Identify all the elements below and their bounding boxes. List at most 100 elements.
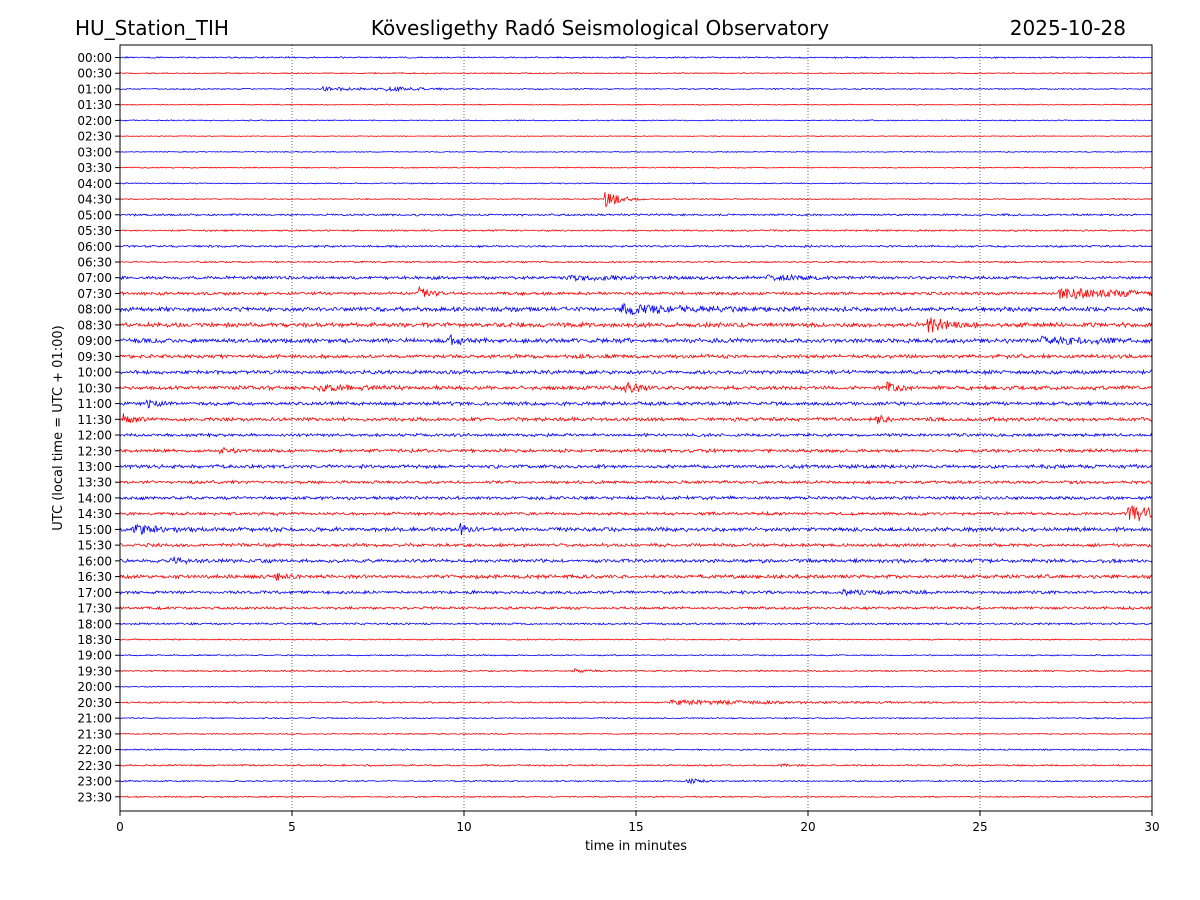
trace-1100 bbox=[119, 399, 1153, 409]
trace-1630 bbox=[119, 572, 1153, 582]
x-tick-label: 0 bbox=[116, 820, 124, 834]
y-tick-label: 16:00 bbox=[77, 554, 112, 568]
y-tick-label: 03:30 bbox=[77, 161, 112, 175]
y-tick-label: 18:00 bbox=[77, 617, 112, 631]
observatory-title: Kövesligethy Radó Seismological Observat… bbox=[370, 16, 830, 40]
y-tick-label: 13:00 bbox=[77, 460, 112, 474]
y-tick-label: 13:30 bbox=[77, 476, 112, 490]
y-tick-label: 02:00 bbox=[77, 114, 112, 128]
trace-0400 bbox=[119, 182, 1153, 185]
y-tick-label: 08:00 bbox=[77, 303, 112, 317]
trace-2330 bbox=[119, 795, 1153, 799]
y-tick-label: 02:30 bbox=[77, 130, 112, 144]
y-tick-label: 12:00 bbox=[77, 429, 112, 443]
trace-0830 bbox=[119, 317, 1153, 333]
x-tick-label: 5 bbox=[288, 820, 296, 834]
trace-0330 bbox=[119, 166, 1153, 169]
y-tick-label: 05:00 bbox=[77, 208, 112, 222]
y-tick-label: 10:00 bbox=[77, 366, 112, 380]
y-tick-label: 00:30 bbox=[77, 67, 112, 81]
y-tick-label: 09:30 bbox=[77, 350, 112, 364]
y-tick-label: 19:00 bbox=[77, 649, 112, 663]
trace-2100 bbox=[119, 716, 1153, 720]
y-tick-label: 22:30 bbox=[77, 759, 112, 773]
trace-2300 bbox=[119, 778, 1153, 785]
trace-0530 bbox=[119, 228, 1153, 233]
trace-1830 bbox=[119, 638, 1153, 641]
trace-0500 bbox=[119, 212, 1153, 217]
y-tick-label: 18:30 bbox=[77, 633, 112, 647]
y-tick-label: 14:30 bbox=[77, 507, 112, 521]
y-tick-label: 23:00 bbox=[77, 775, 112, 789]
trace-0700 bbox=[119, 273, 1153, 282]
station-name: HU_Station_TIH bbox=[75, 16, 229, 40]
trace-1500 bbox=[119, 523, 1153, 536]
y-tick-label: 15:30 bbox=[77, 539, 112, 553]
trace-0200 bbox=[119, 119, 1153, 122]
y-tick-label: 22:00 bbox=[77, 743, 112, 757]
y-tick-label: 19:30 bbox=[77, 664, 112, 678]
grid-layer bbox=[291, 45, 981, 811]
trace-2200 bbox=[119, 748, 1153, 752]
y-tick-label: 00:00 bbox=[77, 51, 112, 65]
trace-1000 bbox=[119, 368, 1153, 376]
trace-1600 bbox=[119, 556, 1153, 565]
y-axis-label: UTC (local time = UTC + 01:00) bbox=[51, 325, 66, 530]
trace-2130 bbox=[119, 732, 1153, 736]
trace-1700 bbox=[119, 588, 1153, 597]
trace-1800 bbox=[119, 621, 1153, 626]
trace-0930 bbox=[119, 352, 1153, 360]
trace-2030 bbox=[119, 698, 1153, 706]
trace-1230 bbox=[119, 447, 1153, 456]
traces-layer bbox=[119, 55, 1153, 799]
y-tick-label: 20:00 bbox=[77, 680, 112, 694]
y-tick-label: 06:30 bbox=[77, 255, 112, 269]
x-tick-label: 15 bbox=[628, 820, 643, 834]
trace-1930 bbox=[119, 668, 1153, 674]
y-tick-label: 07:00 bbox=[77, 271, 112, 285]
y-tick-label: 11:30 bbox=[77, 413, 112, 427]
trace-0300 bbox=[119, 150, 1153, 153]
trace-1530 bbox=[119, 542, 1153, 549]
trace-1130 bbox=[119, 413, 1153, 425]
trace-1900 bbox=[119, 653, 1153, 657]
y-tick-label: 15:00 bbox=[77, 523, 112, 537]
y-tick-label: 21:30 bbox=[77, 727, 112, 741]
trace-1030 bbox=[119, 381, 1153, 394]
y-tick-label: 03:00 bbox=[77, 145, 112, 159]
y-tick-label: 10:30 bbox=[77, 381, 112, 395]
y-tick-label: 04:00 bbox=[77, 177, 112, 191]
x-tick-label: 30 bbox=[1144, 820, 1159, 834]
x-tick-label: 10 bbox=[456, 820, 471, 834]
y-tick-label: 08:30 bbox=[77, 318, 112, 332]
y-tick-label: 17:30 bbox=[77, 602, 112, 616]
y-tick-label: 20:30 bbox=[77, 696, 112, 710]
trace-1330 bbox=[119, 479, 1153, 485]
trace-0630 bbox=[119, 260, 1153, 264]
trace-0730 bbox=[119, 285, 1153, 300]
y-tick-label: 09:00 bbox=[77, 334, 112, 348]
y-tick-label: 14:00 bbox=[77, 491, 112, 505]
trace-0600 bbox=[119, 244, 1153, 249]
x-tick-label: 20 bbox=[800, 820, 815, 834]
trace-0800 bbox=[119, 302, 1153, 316]
trace-0430 bbox=[119, 191, 1153, 208]
y-tick-label: 23:30 bbox=[77, 790, 112, 804]
x-axis-label: time in minutes bbox=[585, 839, 687, 854]
x-tick-label: 25 bbox=[972, 820, 987, 834]
y-tick-label: 01:00 bbox=[77, 82, 112, 96]
y-tick-label: 21:00 bbox=[77, 712, 112, 726]
y-tick-label: 11:00 bbox=[77, 397, 112, 411]
trace-1200 bbox=[119, 432, 1153, 438]
trace-1400 bbox=[119, 494, 1153, 501]
trace-0000 bbox=[119, 55, 1153, 60]
trace-0030 bbox=[119, 71, 1153, 75]
trace-1430 bbox=[119, 504, 1153, 522]
trace-1730 bbox=[119, 605, 1153, 611]
trace-0900 bbox=[119, 333, 1153, 346]
y-tick-label: 01:30 bbox=[77, 98, 112, 112]
trace-0130 bbox=[119, 103, 1153, 106]
y-tick-label: 06:00 bbox=[77, 240, 112, 254]
